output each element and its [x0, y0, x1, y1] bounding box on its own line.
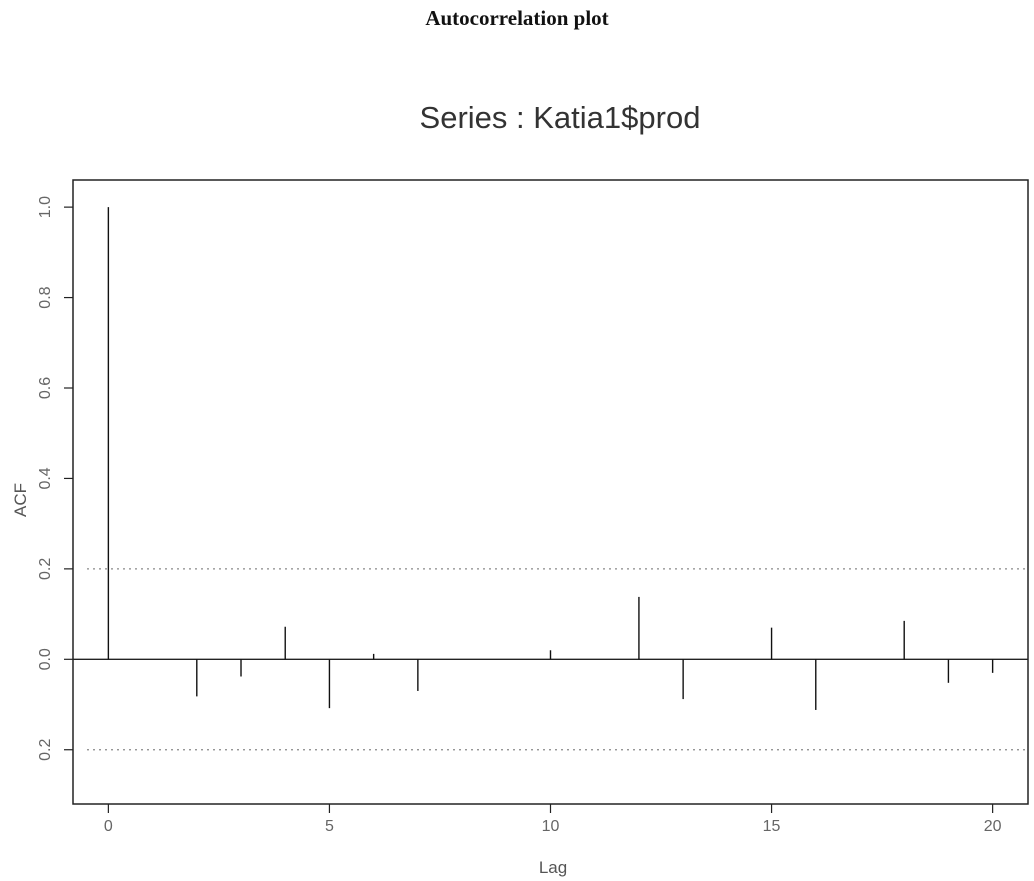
x-tick-label-0: 0	[104, 818, 113, 835]
x-tick-label-10: 10	[542, 818, 560, 835]
chart-title: Series : Katia1$prod	[420, 100, 701, 135]
y-tick-label-2: 0.2	[37, 558, 54, 580]
y-axis-label: ACF	[11, 483, 30, 517]
x-tick-label-20: 20	[984, 818, 1002, 835]
x-tick-label-15: 15	[763, 818, 781, 835]
x-tick-label-5: 5	[325, 818, 334, 835]
y-tick-label-6: 1.0	[37, 196, 54, 218]
plot-area: 0 5 10 15 20 0.2 0.0 0.2 0.4 0.6 0.8 1.0	[37, 179, 1029, 835]
figure-heading: Autocorrelation plot	[425, 6, 609, 30]
y-tick-label-1: 0.0	[37, 648, 54, 670]
y-tick-label-3: 0.4	[37, 467, 54, 489]
plot-frame	[72, 179, 1029, 805]
y-tick-label-4: 0.6	[37, 377, 54, 399]
y-tick-label-0: 0.2	[37, 739, 54, 761]
y-tick-label-5: 0.8	[37, 286, 54, 308]
x-axis-label: Lag	[539, 858, 567, 877]
